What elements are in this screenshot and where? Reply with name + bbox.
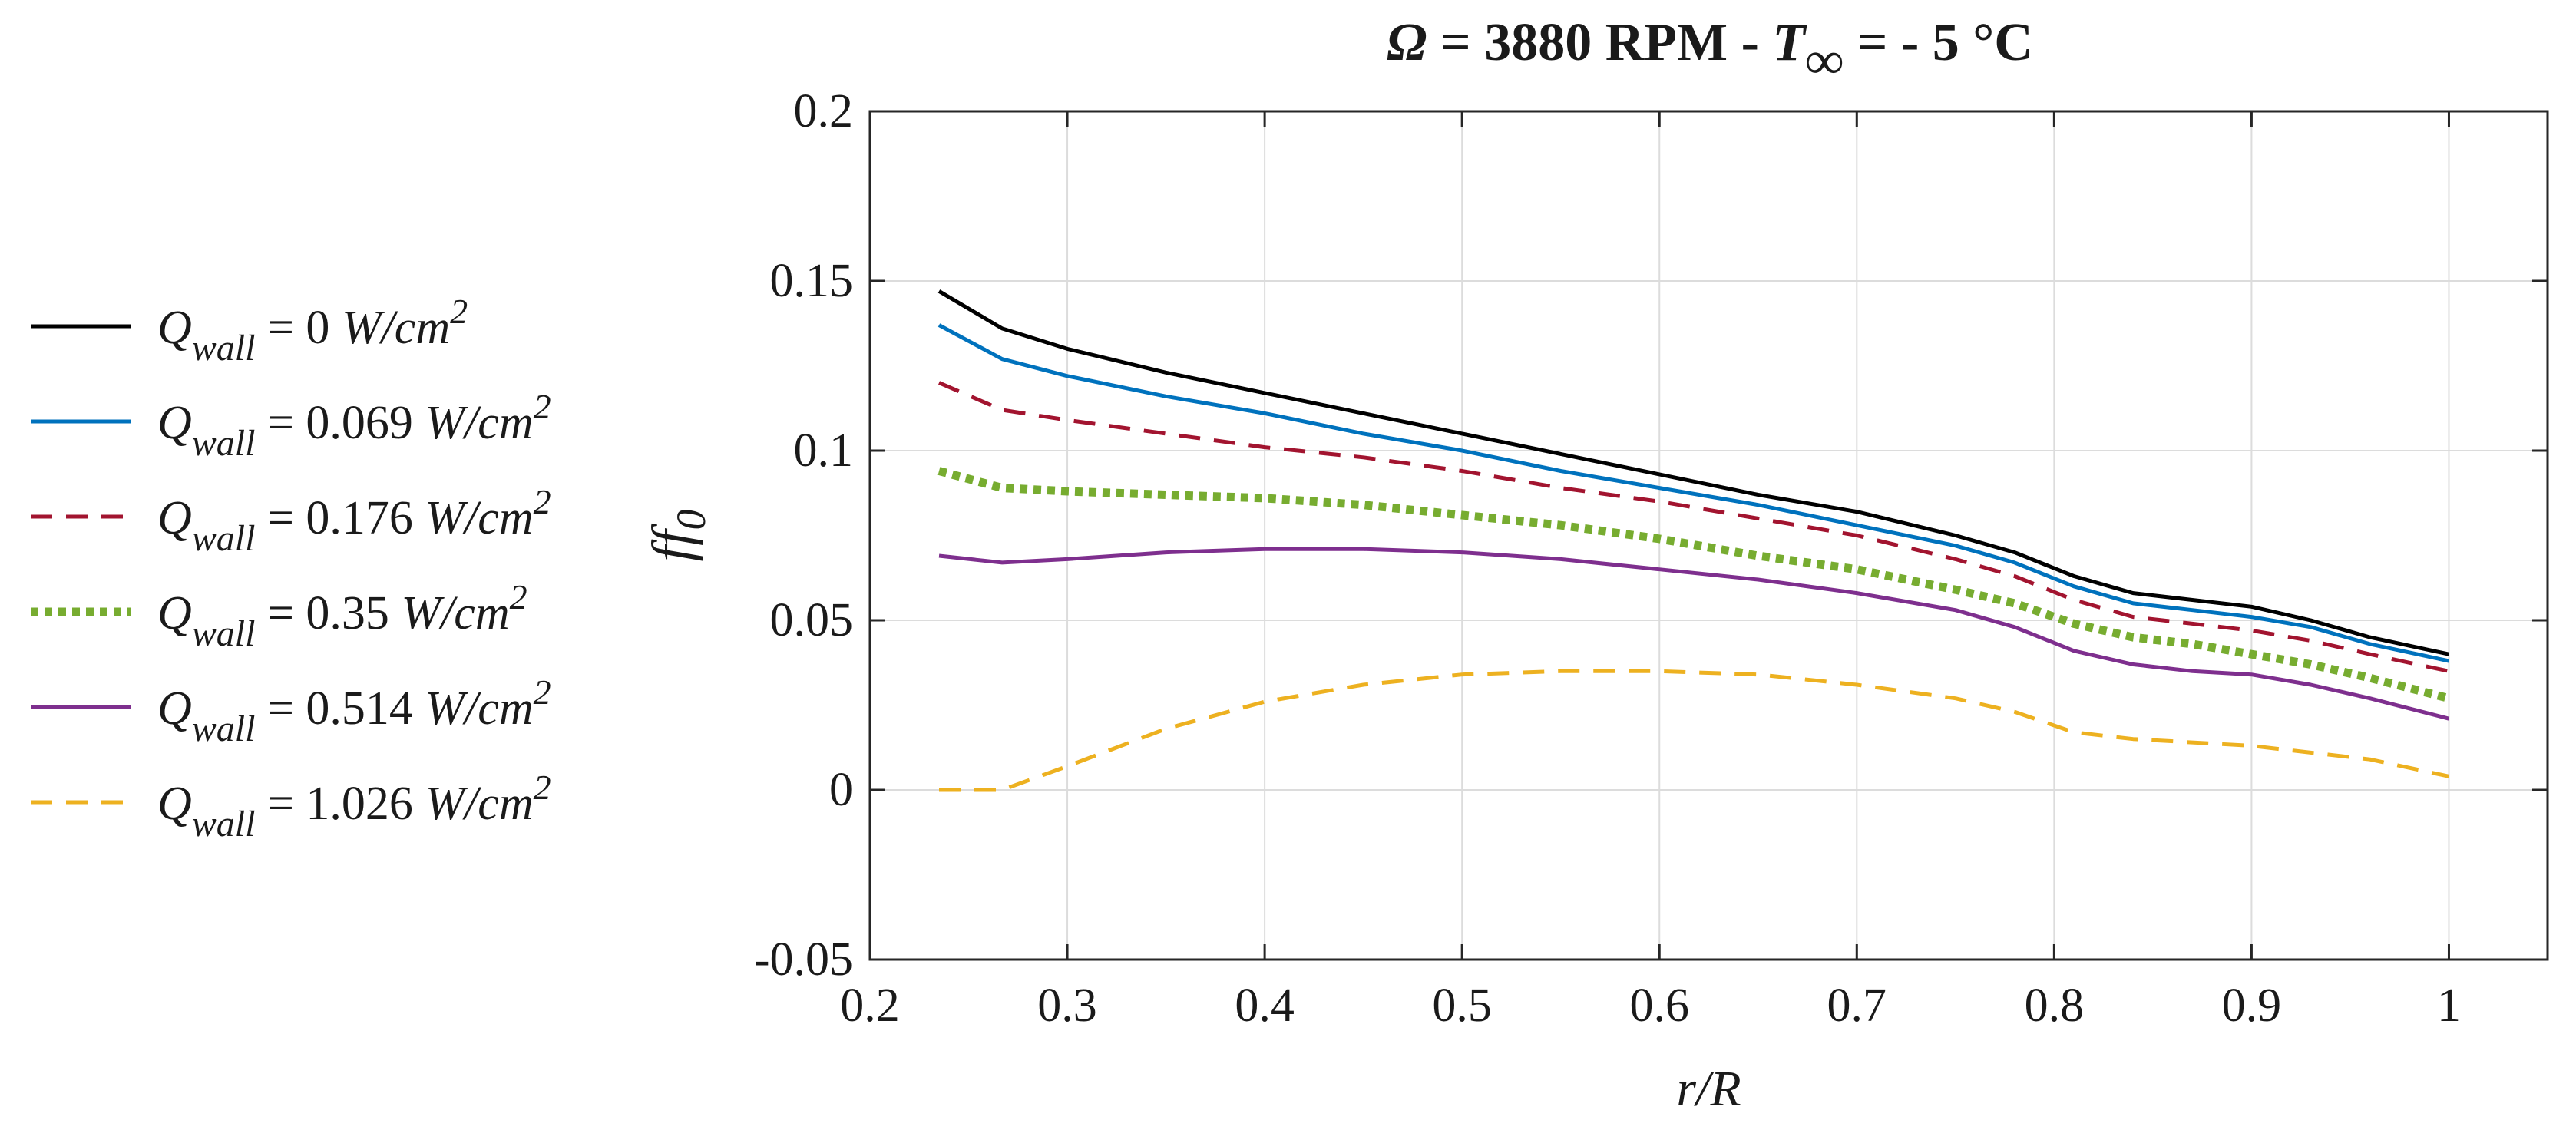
title-infinity: ∞ (1805, 31, 1844, 91)
chart-title: Ω = 3880 RPM - T∞ = - 5 °C (1387, 13, 2033, 91)
y-tick-label: 0.2 (794, 85, 854, 137)
legend-label: Qwall = 1.026 W/cm2 (157, 768, 551, 844)
series-lines (937, 289, 2450, 792)
y-label-subscript: 0 (668, 509, 714, 530)
axis-ticks: 0.2 0.3 0.4 0.5 0.6 0.7 0.8 0.9 1 -0.05 0 0.05 0.1 0.… (754, 85, 2548, 1032)
title-omega: Ω (1387, 13, 1427, 72)
series-line-q-1-026 (939, 669, 2450, 792)
x-tick-label: 0.9 (2222, 980, 2282, 1032)
title-t: T (1772, 13, 1807, 72)
x-axis-label: r/R (1676, 1061, 1741, 1117)
plot-frame (868, 110, 2549, 961)
x-tick-label: 0.8 (2025, 980, 2085, 1032)
x-tick-label: 0.7 (1827, 980, 1887, 1032)
y-tick-label: 0.15 (770, 255, 854, 307)
series-line-q-0-514 (938, 547, 2450, 721)
series-line-q-0-176 (938, 381, 2450, 673)
legend-label: Qwall = 0.069 W/cm2 (157, 387, 551, 464)
y-tick-label: 0.05 (770, 594, 854, 646)
legend: Qwall = 0 W/cm2 Qwall = 0.069 W/cm2 Qwall … (31, 292, 551, 844)
x-tick-label: 0.5 (1432, 980, 1492, 1032)
y-axis-label: ff0 (641, 509, 714, 561)
title-rpm: = 3880 RPM - (1427, 13, 1772, 72)
x-tick-label: 0.6 (1629, 980, 1689, 1032)
x-tick-label: 1 (2437, 980, 2461, 1032)
title-temperature: = - 5 °C (1844, 13, 2033, 72)
series-line-q-0-35 (937, 467, 2450, 703)
legend-label: Qwall = 0.176 W/cm2 (157, 482, 551, 559)
legend-label: Qwall = 0.35 W/cm2 (157, 577, 527, 654)
x-tick-label: 0.4 (1235, 980, 1295, 1032)
x-tick-label: 0.2 (840, 980, 900, 1032)
y-tick-label: -0.05 (754, 933, 853, 986)
y-tick-label: 0.1 (794, 425, 854, 477)
series-line-q-0-069 (937, 323, 2450, 663)
x-tick-label: 0.3 (1037, 980, 1097, 1032)
legend-label: Qwall = 0.514 W/cm2 (157, 672, 551, 749)
series-line-q-0 (937, 289, 2450, 656)
grid-lines (869, 111, 2548, 960)
y-tick-label: 0 (829, 764, 853, 816)
legend-label: Qwall = 0 W/cm2 (157, 292, 468, 368)
